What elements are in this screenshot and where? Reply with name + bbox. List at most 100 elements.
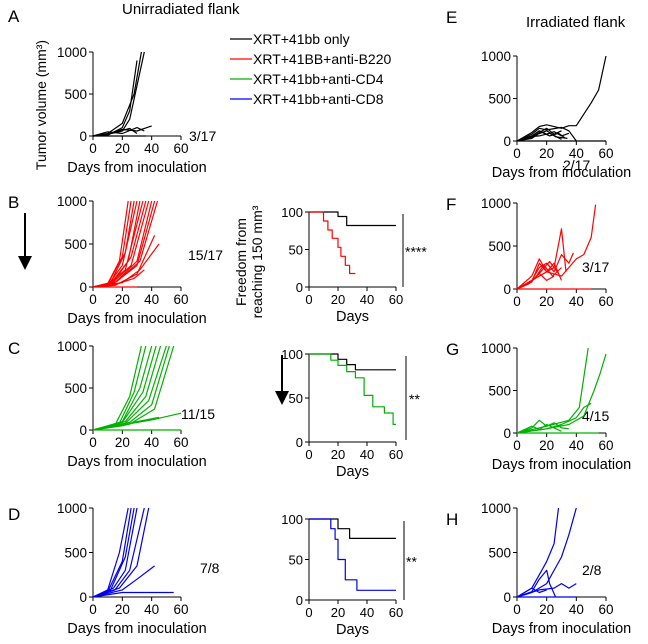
- legend-label-cd4: XRT+41bb+anti-CD4: [253, 71, 384, 87]
- x-tick-label: 40: [144, 602, 159, 617]
- series-line-1: [309, 353, 396, 371]
- x-tick-label: 60: [598, 146, 613, 161]
- y-tick-label: 50: [289, 243, 303, 258]
- x-tick-label: 20: [539, 602, 554, 617]
- y-tick-label: 0: [296, 435, 303, 450]
- series-line-2: [309, 518, 396, 591]
- y-tick-label: 100: [281, 512, 303, 527]
- y-tick-label: 0: [79, 423, 87, 438]
- x-tick-label: 0: [89, 292, 97, 307]
- series-line-3: [92, 507, 135, 598]
- x-tick-label: 0: [305, 605, 312, 620]
- series-line-6: [516, 130, 568, 142]
- series-line-7: [516, 272, 555, 290]
- fraction-label: 7/8: [200, 560, 220, 576]
- x-tick-label: 60: [173, 141, 188, 156]
- x-axis-label: Days from inoculation: [67, 160, 206, 176]
- y-tick-label: 500: [64, 381, 87, 396]
- x-tick-label: 0: [305, 447, 312, 462]
- panel-label: D: [8, 505, 20, 524]
- series-line-5: [516, 264, 562, 290]
- x-tick-label: 0: [89, 435, 97, 450]
- x-tick-label: 60: [389, 605, 403, 620]
- series-line-2: [92, 60, 138, 137]
- fraction-label: 2/17: [563, 157, 590, 173]
- x-tick-label: 20: [331, 447, 345, 462]
- series-line-3: [92, 51, 142, 137]
- y-tick-label: 1000: [57, 194, 87, 209]
- panel-e: 0 20 40 60 0 500 1000 Days from inoculation E 2/1…: [446, 8, 631, 181]
- panel-s3: 0 20 40 60 0 50 100 Days **: [281, 512, 417, 638]
- x-tick-label: 40: [360, 447, 374, 462]
- arrow-down-icon-1: [18, 213, 32, 270]
- y-tick-label: 1000: [481, 196, 511, 211]
- x-tick-label: 40: [569, 294, 584, 309]
- x-tick-label: 20: [539, 438, 554, 453]
- series-line-1: [516, 55, 607, 142]
- x-tick-label: 0: [513, 146, 521, 161]
- panel-g: 0 20 40 60 0 500 1000 Days from inoculation G 4/1…: [446, 340, 631, 473]
- y-tick-label: 100: [281, 347, 303, 362]
- panel-label: G: [446, 340, 459, 359]
- x-tick-label: 60: [598, 294, 613, 309]
- panel-d: 0 20 40 60 0 500 1000 Days from inoculation D 7/8: [8, 501, 220, 637]
- panel-f: 0 20 40 60 0 500 1000 F 3/17: [446, 195, 614, 309]
- series-line-2: [309, 211, 356, 275]
- series-line-5: [92, 507, 145, 598]
- y-tick-label: 0: [503, 590, 511, 605]
- y-tick-label: 100: [281, 205, 303, 220]
- panel-label: A: [8, 7, 20, 26]
- y-tick-label: 0: [503, 134, 511, 149]
- panel-label: C: [8, 339, 20, 358]
- series-line-4: [92, 507, 138, 598]
- y-tick-label: 0: [503, 282, 511, 297]
- panel-label: E: [446, 8, 457, 27]
- x-axis-label: Days: [336, 622, 369, 638]
- x-tick-label: 0: [305, 292, 312, 307]
- series-line-5: [92, 345, 162, 431]
- panel-label: B: [8, 193, 19, 212]
- x-tick-label: 0: [89, 602, 97, 617]
- x-tick-label: 20: [539, 146, 554, 161]
- y-tick-label: 1000: [481, 341, 511, 356]
- y-tick-label: 1000: [481, 501, 511, 516]
- fraction-label: 3/17: [582, 259, 609, 275]
- y-tick-label: 0: [79, 280, 87, 295]
- significance-label: **: [406, 554, 417, 570]
- x-tick-label: 20: [331, 605, 345, 620]
- series-line-6: [92, 127, 138, 137]
- series-line-11: [92, 200, 159, 288]
- panel-label: H: [446, 510, 458, 529]
- series-line-14: [92, 269, 145, 288]
- series-line-1: [309, 211, 396, 227]
- panel-label: F: [446, 195, 456, 214]
- x-tick-label: 40: [360, 292, 374, 307]
- series-line-7: [92, 345, 170, 431]
- x-axis-label: Days from inoculation: [67, 621, 206, 637]
- x-axis-label: Days from inoculation: [67, 454, 206, 470]
- x-axis-label: Days from inoculation: [492, 165, 631, 181]
- x-tick-label: 40: [360, 605, 374, 620]
- significance-label: **: [409, 391, 420, 407]
- y-tick-label: 500: [64, 546, 87, 561]
- x-axis-label: Days: [336, 309, 369, 325]
- y-tick-label: 500: [488, 546, 511, 561]
- y-tick-label: 0: [296, 593, 303, 608]
- panel-s1: 0 20 40 60 0 50 100 Days ****: [281, 205, 427, 325]
- series-line-5: [516, 423, 562, 434]
- legend-label-41bb-only: XRT+41bb only: [253, 31, 350, 47]
- series-line-6: [92, 345, 167, 431]
- series-line-1: [516, 507, 560, 598]
- x-tick-label: 40: [569, 146, 584, 161]
- x-tick-label: 20: [115, 602, 130, 617]
- series-line-6: [516, 260, 559, 290]
- x-tick-label: 40: [144, 141, 159, 156]
- series-line-7: [516, 132, 562, 142]
- x-tick-label: 20: [115, 292, 130, 307]
- arrow-down-icon-2: [275, 355, 289, 405]
- x-tick-label: 60: [173, 292, 188, 307]
- y-tick-label: 1000: [481, 49, 511, 64]
- y-tick-label: 500: [64, 87, 87, 102]
- x-tick-label: 20: [115, 141, 130, 156]
